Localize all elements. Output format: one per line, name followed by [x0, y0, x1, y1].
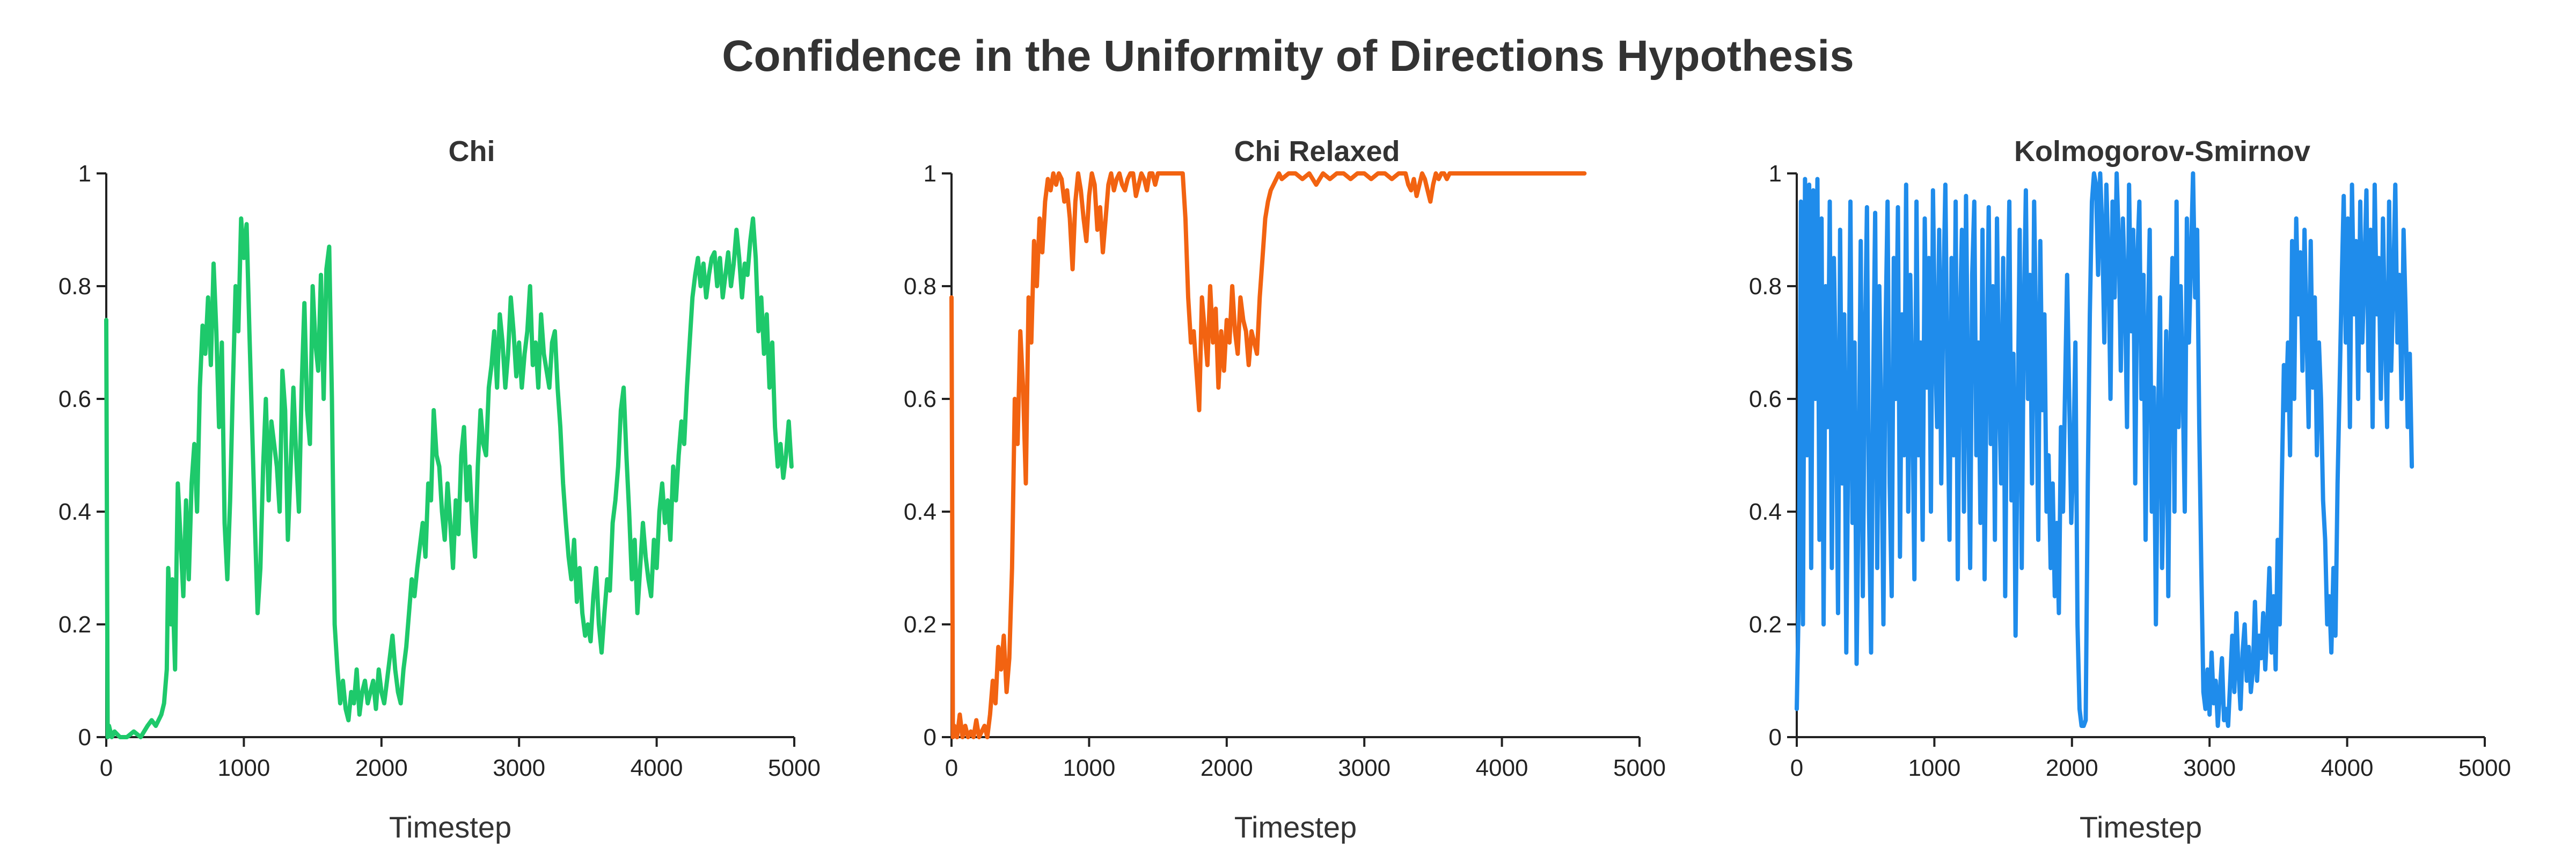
chart-panel-kolmogorov-smirnov: Kolmogorov-Smirnov 0 0.2 0.4 0.6 0.8 1 0 1000 200…	[1749, 135, 2511, 844]
x-tick-label: 2000	[1201, 755, 1253, 781]
y-tick-label: 0.2	[1749, 612, 1782, 638]
x-tick-label: 0	[100, 755, 113, 781]
x-tick-label: 5000	[768, 755, 821, 781]
x-tick-label: 0	[945, 755, 958, 781]
y-tick-label: 0.8	[904, 273, 936, 300]
x-tick-label: 1000	[1908, 755, 1960, 781]
panel-title-kolmogorov-smirnov: Kolmogorov-Smirnov	[2014, 135, 2310, 168]
y-tick-label: 0	[78, 724, 91, 751]
series-line-chi	[104, 216, 794, 739]
x-tick-label: 4000	[2321, 755, 2374, 781]
y-tick-label: 0.4	[1749, 499, 1782, 525]
panel-title-chi-relaxed: Chi Relaxed	[1234, 135, 1400, 168]
x-tick-label: 3000	[493, 755, 545, 781]
y-tick-label: 0.6	[1749, 386, 1782, 412]
y-tick-label: 1	[1769, 161, 1782, 187]
y-tick-label: 0.8	[58, 273, 91, 300]
x-axis-label: Timestep	[389, 810, 511, 844]
y-tick-label: 1	[78, 161, 91, 187]
x-tick-label: 1000	[217, 755, 270, 781]
y-tick-label: 1	[924, 161, 936, 187]
chart-panel-chi-relaxed: Chi Relaxed 0 0.2 0.4 0.6 0.8 1 0 1000 2000 3000 40…	[904, 135, 1666, 844]
x-tick-label: 2000	[2046, 755, 2098, 781]
x-tick-label: 0	[1790, 755, 1803, 781]
y-tick-label: 0.4	[904, 499, 936, 525]
series-line-chi-relaxed	[949, 171, 1587, 739]
y-tick-label: 0.2	[904, 612, 936, 638]
figure-title: Confidence in the Uniformity of Directio…	[722, 32, 1854, 81]
x-tick-label: 3000	[2183, 755, 2236, 781]
y-tick-label: 0.6	[904, 386, 936, 412]
x-tick-label: 2000	[355, 755, 408, 781]
x-tick-label: 4000	[631, 755, 683, 781]
y-tick-label: 0.2	[58, 612, 91, 638]
series-line-kolmogorov-smirnov	[1795, 171, 2414, 728]
chart-panel-chi: Chi 0 0.2 0.4 0.6 0.8 1 0 1000 2000 3000 4000 5000 Ti…	[58, 135, 821, 844]
y-tick-label: 0.8	[1749, 273, 1782, 300]
x-tick-label: 5000	[1613, 755, 1666, 781]
x-axis-label: Timestep	[1234, 810, 1357, 844]
x-axis-label: Timestep	[2080, 810, 2202, 844]
x-tick-label: 3000	[1338, 755, 1391, 781]
x-tick-label: 5000	[2458, 755, 2511, 781]
y-tick-label: 0.6	[58, 386, 91, 412]
x-tick-label: 1000	[1063, 755, 1115, 781]
y-tick-label: 0	[1769, 724, 1782, 751]
y-tick-label: 0.4	[58, 499, 91, 525]
panel-title-chi: Chi	[449, 135, 495, 168]
x-tick-label: 4000	[1476, 755, 1528, 781]
y-tick-label: 0	[924, 724, 936, 751]
